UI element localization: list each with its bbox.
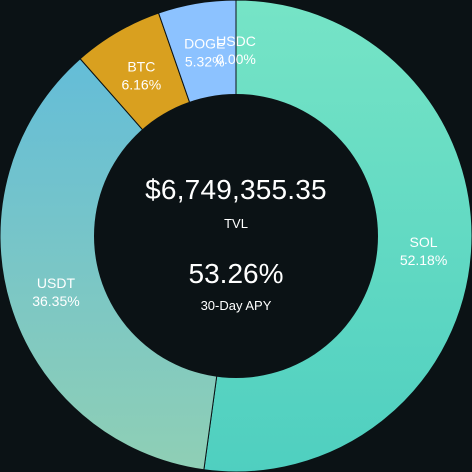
slice-label-btc: BTC 6.16% — [121, 59, 161, 93]
slice-label-sol: SOL 52.18% — [400, 234, 447, 268]
slice-label-usdt: USDT 36.35% — [32, 275, 79, 309]
tvl-value: $6,749,355.35 — [145, 174, 327, 205]
tvl-label: TVL — [224, 216, 248, 231]
slice-label-usdc: USDC 0.00% — [216, 33, 256, 67]
apy-label: 30-Day APY — [200, 298, 272, 313]
slice-label-doge: DOGE 5.32% — [184, 36, 225, 70]
donut-hole — [94, 94, 378, 378]
apy-value: 53.26% — [188, 258, 284, 289]
